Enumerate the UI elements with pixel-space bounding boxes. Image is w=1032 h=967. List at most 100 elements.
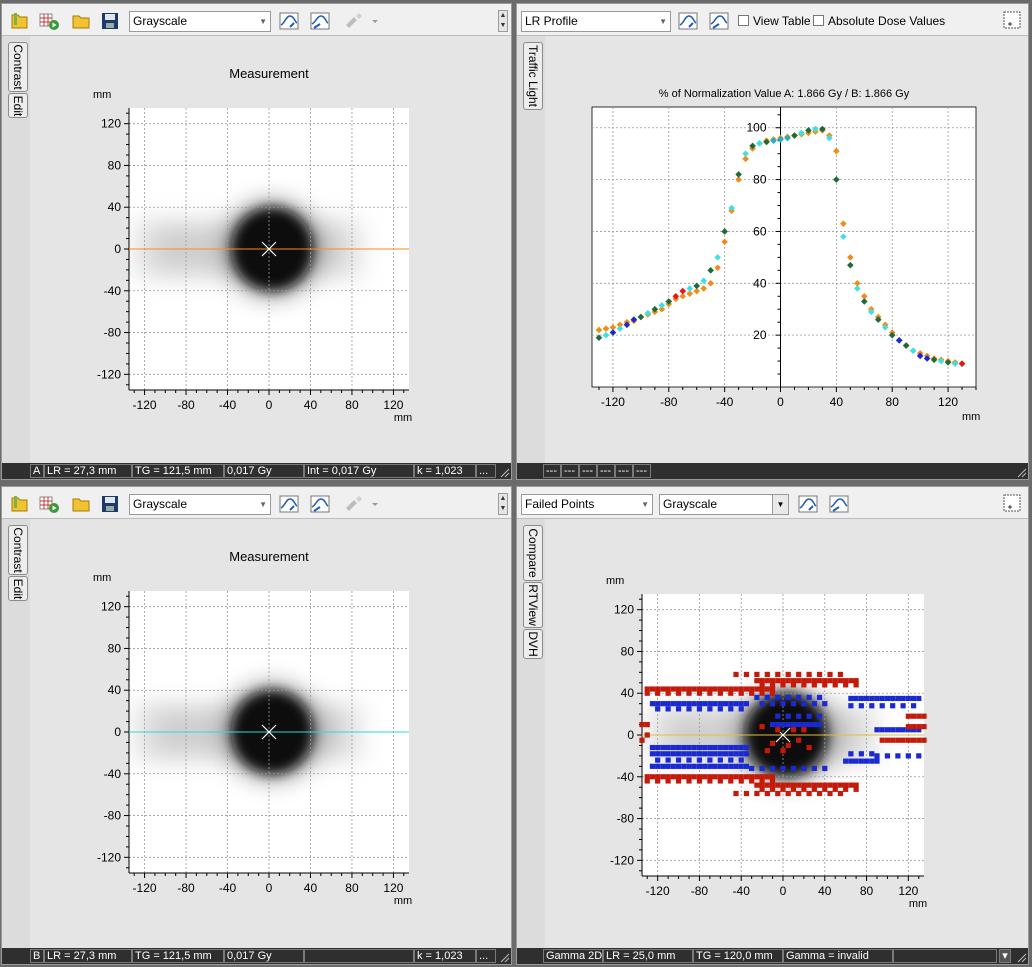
tab-traffic-light[interactable]: Traffic Light: [523, 42, 543, 110]
brush-icon[interactable]: [342, 11, 364, 31]
plot-title: Measurement: [229, 549, 309, 564]
plot-area[interactable]: mm mm -120 -80 -40 0 40 80 120 120 80 40 0 -40 -80 -120: [545, 519, 1028, 948]
profile-mode-select[interactable]: LR Profile ▼: [521, 11, 671, 32]
status-more[interactable]: ...: [476, 464, 496, 478]
failed-point: [696, 757, 703, 763]
series-b-point: [867, 308, 875, 316]
tab-edit[interactable]: Edit: [8, 576, 28, 601]
failed-point: [707, 774, 713, 780]
failed-points: [639, 671, 927, 797]
failed-point: [853, 682, 859, 688]
contrast-profile-icon[interactable]: [677, 11, 699, 31]
zoom-profile-icon[interactable]: [309, 494, 331, 514]
dropdown-arrow-icon[interactable]: [364, 494, 378, 514]
tab-dvh[interactable]: DVH: [523, 629, 543, 659]
scroll-arrow-icon[interactable]: ▲ ▼: [498, 10, 508, 32]
profile-chart[interactable]: % of Normalization Value A: 1.866 Gy / B…: [545, 36, 1029, 465]
x-tick-label: 0: [266, 398, 273, 412]
failed-point: [717, 757, 723, 763]
tab-rtview[interactable]: RTView: [523, 582, 543, 628]
display-mode-select[interactable]: Grayscale ▼: [129, 494, 271, 515]
contrast-profile-icon[interactable]: [797, 494, 819, 514]
maximize-icon[interactable]: [1002, 493, 1022, 513]
failed-point: [675, 751, 682, 757]
series-b-point: [700, 277, 708, 285]
failed-point: [790, 682, 797, 688]
status-tg: TG = 121,5 mm: [132, 464, 224, 478]
tab-edit[interactable]: Edit: [8, 93, 28, 118]
save-icon[interactable]: [99, 494, 121, 514]
view-table-checkbox[interactable]: [738, 15, 749, 26]
chevron-down-icon: ▼: [259, 500, 267, 509]
zoom-profile-icon[interactable]: [828, 494, 850, 514]
absolute-dose-checkbox[interactable]: [813, 15, 824, 26]
resize-grip-icon[interactable]: [498, 466, 510, 478]
failed-point: [707, 757, 713, 763]
display-mode-select[interactable]: Grayscale ▼: [129, 11, 271, 32]
failed-point: [853, 758, 859, 764]
grid-play-icon[interactable]: [38, 11, 60, 31]
failed-point: [754, 686, 760, 692]
contrast-profile-icon[interactable]: [278, 494, 300, 514]
folder-icon[interactable]: [70, 494, 92, 514]
failed-point: [837, 790, 844, 797]
folder-icon[interactable]: [70, 11, 92, 31]
x-tick-label: 120: [383, 881, 403, 895]
status-dropdown-icon[interactable]: ▾: [999, 949, 1011, 963]
failed-point: [717, 774, 723, 780]
failed-point: [675, 690, 682, 696]
scroll-arrow-icon[interactable]: ▲ ▼: [498, 493, 508, 515]
failed-point: [780, 701, 786, 707]
series-b-point: [854, 285, 861, 292]
status-more[interactable]: ...: [476, 949, 496, 963]
gamma-map-chart[interactable]: mm mm -120 -80 -40 0 40 80 120 120 80 40 0 -40 -80 -120: [545, 519, 1029, 950]
failed-point: [675, 706, 682, 712]
failed-point: [822, 701, 828, 707]
status-k: k = 1,023: [414, 464, 476, 478]
plot-area[interactable]: Measurement mm mm -120 -80 -40 0 40 80 120 120 80 40…: [30, 519, 511, 948]
contrast-profile-icon[interactable]: [278, 11, 300, 31]
open-folder-icon[interactable]: [9, 494, 31, 514]
failed-point: [780, 786, 786, 792]
failed-point: [863, 758, 870, 764]
brush-icon[interactable]: [342, 494, 364, 514]
tab-contrast[interactable]: Contrast: [8, 525, 28, 575]
save-icon[interactable]: [99, 11, 121, 31]
failed-point: [759, 774, 765, 780]
maximize-icon[interactable]: [1002, 10, 1022, 30]
failed-point: [738, 774, 744, 780]
resize-grip-icon[interactable]: [1015, 466, 1027, 478]
failed-point: [702, 774, 708, 780]
dose-map-chart[interactable]: Measurement mm mm -120 -80 -40 0 40 80 120 120 80 40…: [30, 36, 512, 465]
zoom-profile-icon[interactable]: [309, 11, 331, 31]
grid-play-icon[interactable]: [38, 494, 60, 514]
plot-area[interactable]: Measurement mm mm -120 -80 -40 0 40 80 120 120 80 40…: [30, 36, 511, 463]
failed-point: [749, 778, 755, 784]
failed-point: [754, 790, 760, 797]
dose-map-chart[interactable]: Measurement mm mm -120 -80 -40 0 40 80 120 120 80 40…: [30, 519, 512, 950]
failed-point: [686, 778, 692, 784]
failed-point: [759, 690, 765, 696]
x-tick-label: 120: [938, 395, 958, 409]
series-b-point: [937, 357, 945, 365]
failed-point: [832, 786, 838, 792]
tab-contrast[interactable]: Contrast: [8, 42, 28, 92]
zoom-profile-icon[interactable]: [708, 11, 730, 31]
dropdown-arrow-icon[interactable]: [364, 11, 378, 31]
plot-area[interactable]: % of Normalization Value A: 1.866 Gy / B…: [545, 36, 1028, 463]
status-lr: LR = 27,3 mm: [44, 464, 132, 478]
failed-point: [869, 703, 875, 709]
chevron-down-icon[interactable]: ▼: [772, 495, 788, 514]
tab-compare[interactable]: Compare: [523, 525, 543, 581]
failed-point: [780, 721, 786, 728]
analysis-mode-select[interactable]: Failed Points ▼: [521, 494, 653, 515]
failed-point: [827, 678, 833, 684]
resize-grip-icon[interactable]: [498, 951, 510, 963]
failed-point: [675, 763, 682, 769]
resize-grip-icon[interactable]: [1015, 951, 1027, 963]
series-b-point: [735, 171, 742, 178]
open-folder-icon[interactable]: [9, 11, 31, 31]
failed-point: [796, 721, 802, 728]
display-mode-select[interactable]: Grayscale ▼: [659, 494, 789, 515]
series-b-point: [644, 309, 652, 317]
